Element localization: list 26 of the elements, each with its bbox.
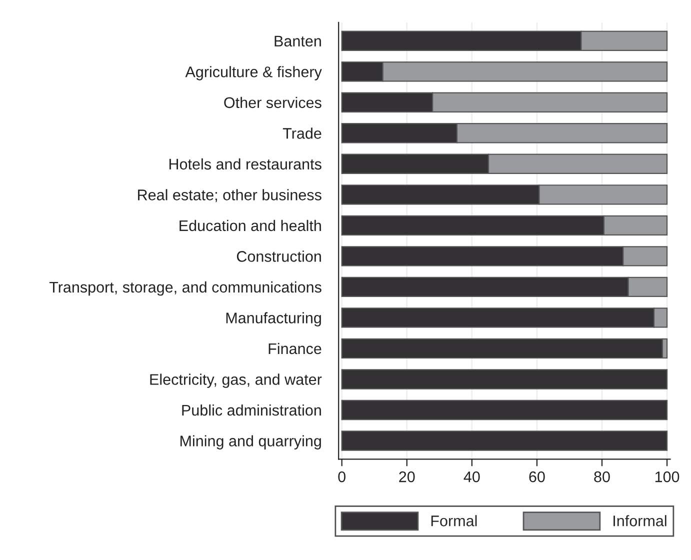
y-tick-label: Finance [268,342,322,354]
y-tick-label: Hotels and restaurants [169,158,322,170]
x-tick-label: 40 [464,471,480,482]
legend-label: Formal [431,515,477,526]
y-tick-label: Agriculture & fishery [185,66,322,80]
y-tick-label: Transport, storage, and communications [49,281,322,296]
bar [341,430,668,451]
y-tick-label: Education and health [180,220,321,232]
x-tick-label: 80 [594,471,610,482]
bar [341,338,664,359]
x-tick-label: 20 [399,471,415,482]
y-tick-label: Other services [224,96,322,108]
x-tick-label: 60 [529,471,545,482]
y-tick-label: Mining and quarrying [180,435,321,450]
x-tick-label: 0 [338,471,346,482]
y-tick-label: Manufacturing [226,312,321,326]
y-tick-label: Electricity, gas, and water [150,374,322,388]
x-tick-label: 100 [655,471,680,482]
bar [341,400,668,420]
y-tick-label: Construction [236,250,321,262]
y-tick-label: Public administration [182,404,321,416]
y-tick-label: Trade [282,128,322,139]
y-tick-label: Banten [274,36,321,47]
y-tick-label: Real estate; other business [138,189,322,202]
legend-label: Informal [614,515,666,526]
bar [341,369,668,390]
